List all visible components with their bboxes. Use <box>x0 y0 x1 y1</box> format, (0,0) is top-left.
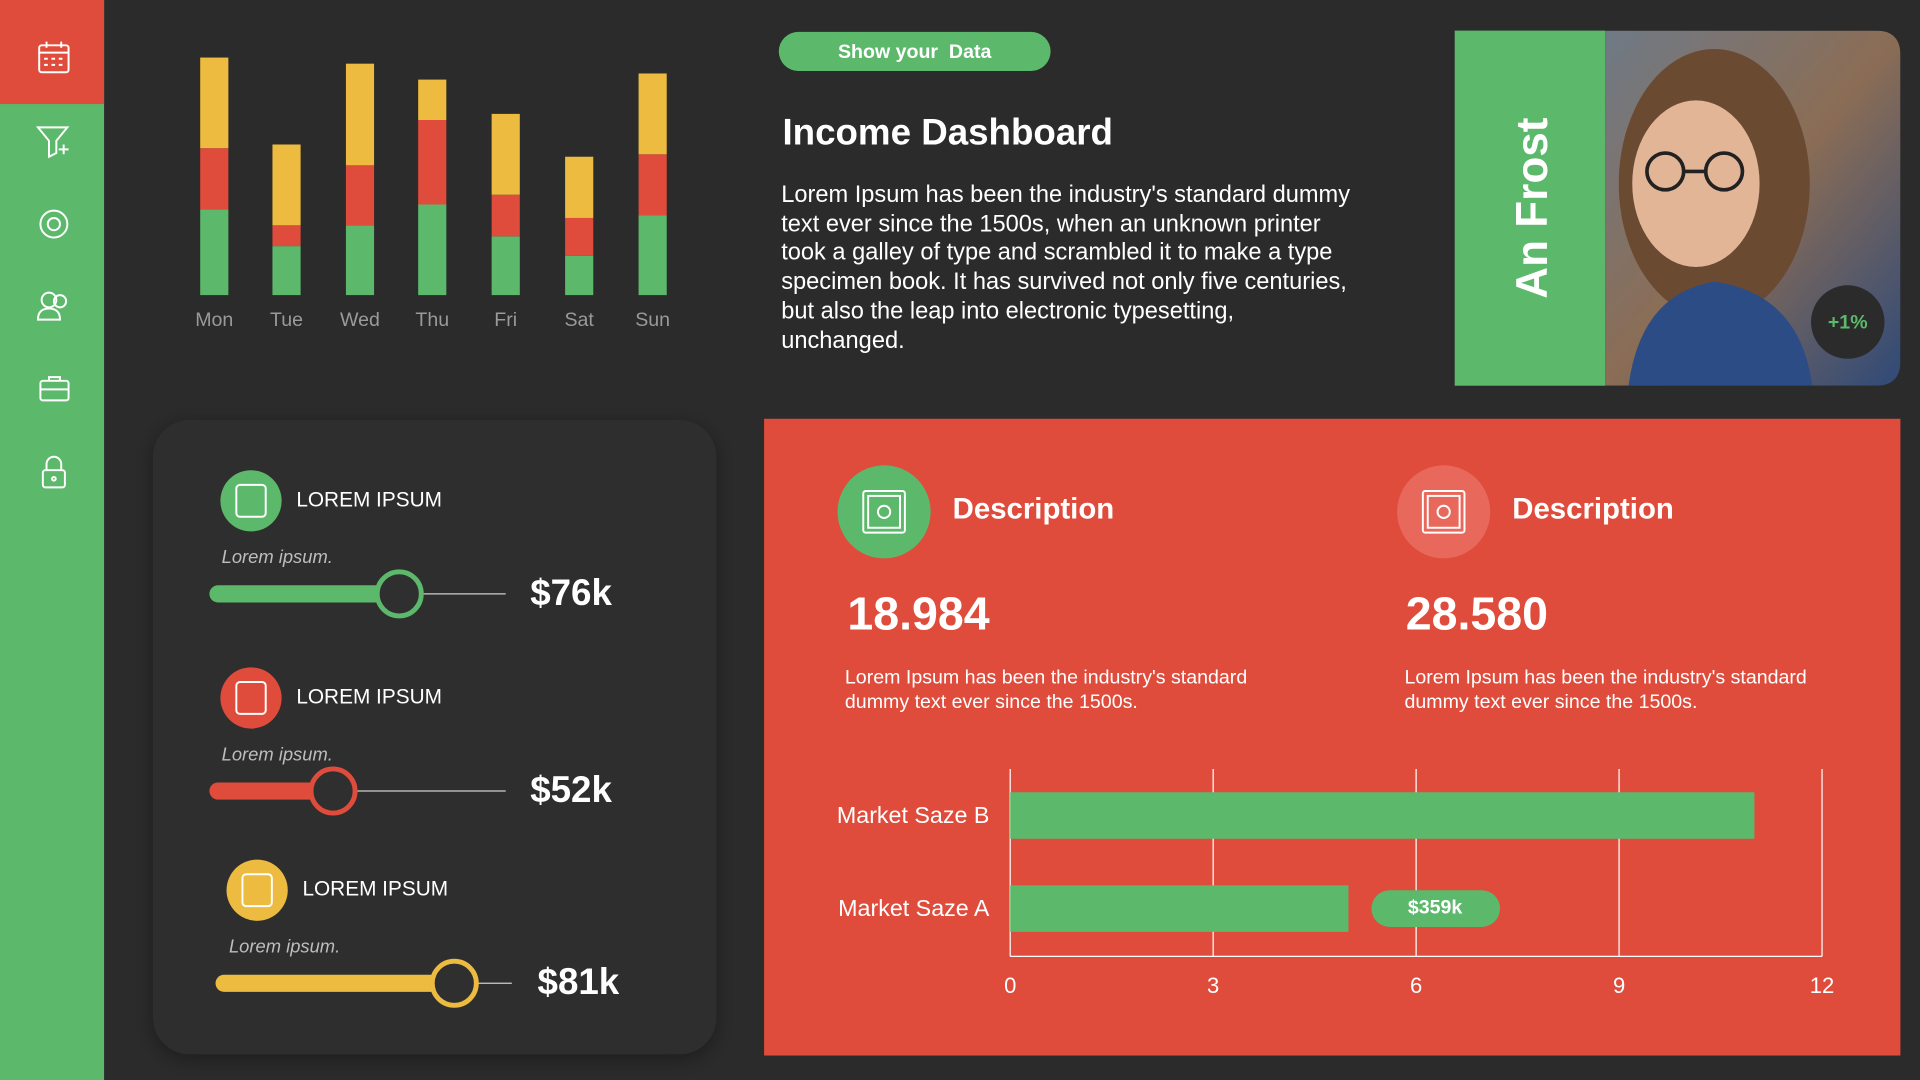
card-value: 28.580 <box>1406 587 1548 639</box>
x-tick-label: 9 <box>1613 973 1625 998</box>
slider-knob[interactable] <box>308 766 358 816</box>
settings-icon[interactable] <box>39 209 69 239</box>
sidebar <box>0 0 105 1080</box>
metric-icon-glyph <box>241 873 273 908</box>
card-title: Description <box>1512 492 1674 525</box>
summary-panel <box>764 418 1901 1056</box>
bar-segment <box>638 215 667 296</box>
metric-icon <box>220 667 282 729</box>
market-chart: 0 3 6 9 12 Market Saze B Market Saze A $359k <box>837 768 1835 998</box>
calendar-icon[interactable] <box>38 41 70 74</box>
bar <box>1010 885 1349 932</box>
page-title: Income Dashboard <box>782 111 1113 152</box>
lock-icon[interactable] <box>41 455 66 489</box>
x-tick-label: Sat <box>564 309 594 331</box>
metric-icon-glyph <box>235 483 267 518</box>
weekly-chart: Mon Tue Wed Thu Fri Sat Sun <box>195 57 670 331</box>
card-text: Lorem Ipsum has been the industry's stan… <box>1404 667 1807 713</box>
bar-segment <box>418 204 447 296</box>
bar-segment <box>565 156 594 218</box>
metric-icon <box>226 859 288 921</box>
change-badge <box>1811 285 1885 359</box>
badge-text[interactable]: Show your Data <box>838 41 992 63</box>
x-tick-label: Tue <box>270 309 303 331</box>
profile-banner <box>1454 30 1606 386</box>
filter-icon[interactable] <box>35 126 70 159</box>
bar-segment <box>491 194 520 237</box>
bar-segment <box>345 225 375 296</box>
bar-segment <box>272 144 301 226</box>
team-icon[interactable] <box>36 291 68 321</box>
metric-value: $81k <box>538 961 620 1002</box>
metric-value: $52k <box>530 769 612 810</box>
x-tick-label: Mon <box>195 309 233 331</box>
bar-segment <box>491 236 520 296</box>
slider-knob[interactable] <box>374 569 424 619</box>
card-value: 18.984 <box>847 587 989 639</box>
bar-segment <box>272 246 301 296</box>
metric-icon-glyph <box>235 681 267 715</box>
card-icon <box>1397 465 1491 559</box>
metric-label: LOREM IPSUM <box>296 685 442 708</box>
metrics: LOREM IPSUM Lorem ipsum. $76k LOREM IPSUM Lo… <box>209 470 620 1008</box>
bar-segment <box>418 79 447 120</box>
slider-knob[interactable] <box>429 958 479 1008</box>
bar-segment <box>565 217 594 256</box>
bar-segment <box>200 209 229 296</box>
x-tick-label: Sun <box>635 309 670 331</box>
bar-segment <box>565 255 594 296</box>
bar-segment <box>638 73 667 155</box>
profile-name: An Frost <box>1508 117 1557 299</box>
x-tick-label: 12 <box>1810 973 1835 998</box>
bar-segment <box>200 57 229 149</box>
bar <box>1010 792 1755 839</box>
metric-caption: Lorem ipsum. <box>229 936 340 957</box>
sidebar-icons <box>35 41 70 489</box>
card-text-box: Lorem Ipsum has been the industry's stan… <box>1404 667 1807 713</box>
bar-segment <box>345 63 375 166</box>
y-tick-label: Market Saze A <box>838 895 990 921</box>
card-icon <box>837 465 931 559</box>
intro-text: Lorem Ipsum has been the industry's stan… <box>781 182 1351 354</box>
bar-segment <box>418 120 447 205</box>
x-tick-label: 0 <box>1004 973 1016 998</box>
card-text: Lorem Ipsum has been the industry's stan… <box>844 667 1248 713</box>
card-title: Description <box>953 492 1115 525</box>
metric-label: LOREM IPSUM <box>296 488 442 511</box>
card-text-box: Lorem Ipsum has been the industry's stan… <box>844 667 1248 713</box>
metric-label: LOREM IPSUM <box>302 878 448 901</box>
x-tick-label: Fri <box>494 309 517 331</box>
change-text: +1% <box>1828 311 1868 333</box>
x-tick-label: 6 <box>1410 973 1422 998</box>
intro-box: Lorem Ipsum has been the industry's stan… <box>781 182 1351 354</box>
metric-icon <box>220 470 282 532</box>
metric-value: $76k <box>530 572 612 613</box>
metrics-card <box>153 420 717 1055</box>
toolbox-icon[interactable] <box>39 376 70 402</box>
bar-segment <box>491 113 520 195</box>
metric-caption: Lorem ipsum. <box>222 743 333 764</box>
bar-segment <box>638 154 667 216</box>
annotation-pill <box>1371 890 1500 927</box>
x-tick-label: 3 <box>1207 973 1219 998</box>
bar-segment <box>200 148 229 210</box>
bar-segment <box>272 225 301 247</box>
y-tick-label: Market Saze B <box>837 802 989 828</box>
badge[interactable] <box>778 31 1051 72</box>
x-tick-label: Thu <box>415 309 449 331</box>
bar-segment <box>345 165 375 226</box>
metric-caption: Lorem ipsum. <box>222 546 333 567</box>
x-tick-label: Wed <box>340 309 380 331</box>
safe-icons <box>862 490 1466 534</box>
annotation: $359k <box>1408 897 1463 919</box>
